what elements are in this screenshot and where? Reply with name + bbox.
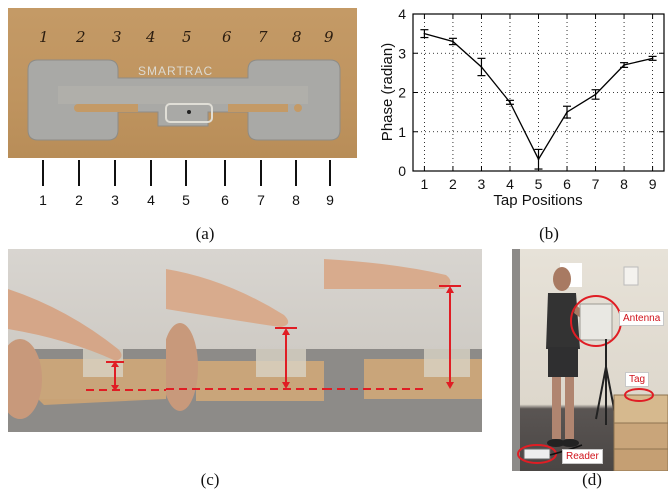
data-point (480, 66, 483, 68)
y-tick-label: 1 (398, 124, 406, 140)
handwritten-number: 6 (222, 28, 232, 46)
x-tick-label: 2 (449, 176, 457, 192)
x-tick-label: 1 (421, 176, 429, 192)
antenna-label: Antenna (619, 311, 665, 326)
x-tick-label: 4 (506, 176, 514, 192)
caption-d: (d) (582, 470, 602, 489)
finger-photo-high (324, 249, 482, 432)
handwritten-number: 1 (39, 28, 49, 46)
setup-photo: Antenna Tag Reader (512, 249, 668, 471)
finger-photo-low (8, 249, 166, 432)
smartrac-logo: SMARTRAC (138, 64, 214, 78)
data-point (623, 64, 625, 66)
reader-label: Reader (562, 449, 603, 464)
data-point (509, 101, 511, 104)
tap-position-label: 2 (75, 192, 83, 208)
finger-scene (324, 259, 482, 432)
handwritten-number: 9 (324, 28, 334, 46)
tap-position-label: 6 (221, 192, 229, 208)
caption-b: (b) (539, 224, 559, 243)
tap-position-tick (114, 160, 116, 186)
caption-a: (a) (195, 224, 215, 243)
tap-position-tick (42, 160, 44, 186)
finger-scene (166, 269, 324, 432)
chart-series (420, 29, 657, 170)
handwritten-number: 2 (76, 28, 86, 46)
data-point (651, 57, 654, 60)
y-tick-label: 2 (398, 85, 406, 101)
handwritten-number: 8 (292, 28, 302, 46)
y-tick-label: 3 (398, 45, 406, 61)
tap-position-label: 4 (147, 192, 155, 208)
handwritten-number: 5 (182, 28, 192, 46)
data-point (566, 111, 568, 113)
tap-position-tick (78, 160, 80, 186)
x-tick-label: 7 (592, 176, 600, 192)
y-tick-label: 0 (398, 163, 406, 179)
y-tick-label: 4 (398, 6, 406, 22)
x-tick-label: 5 (535, 176, 543, 192)
x-tick-label: 9 (649, 176, 657, 192)
handwritten-number: 7 (258, 28, 268, 46)
rfid-tag-inlay (27, 59, 341, 141)
finger-scene (8, 289, 166, 432)
tap-position-label: 3 (111, 192, 119, 208)
x-tick-label: 3 (478, 176, 486, 192)
data-point (537, 158, 540, 161)
x-tick-label: 8 (620, 176, 628, 192)
tap-position-label: 8 (292, 192, 300, 208)
tap-position-label: 5 (182, 192, 190, 208)
x-axis-label: Tap Positions (493, 192, 582, 209)
finger-photo-mid (166, 249, 324, 432)
chart-grid (413, 14, 664, 171)
tap-position-label: 1 (39, 192, 47, 208)
y-axis-label: Phase (radian) (379, 43, 396, 141)
tag-label: Tag (625, 372, 650, 387)
setup-scene (512, 249, 668, 471)
tag-photo: 1 2 3 4 5 6 7 8 9 SMARTRAC (8, 8, 357, 158)
tap-position-tick (150, 160, 152, 186)
tap-position-label: 7 (257, 192, 265, 208)
tap-position-tick (224, 160, 226, 186)
data-point (423, 32, 426, 35)
tap-position-tick (295, 160, 297, 186)
tap-position-tick (185, 160, 187, 186)
tap-position-label: 9 (326, 192, 334, 208)
x-tick-label: 6 (563, 176, 571, 192)
caption-c: (c) (200, 470, 220, 489)
phase-line (424, 32, 653, 161)
handwritten-number: 4 (146, 28, 156, 46)
tap-position-tick (260, 160, 262, 186)
data-point (452, 40, 454, 43)
data-point (594, 93, 597, 96)
plot-frame (412, 13, 665, 172)
tap-position-tick (329, 160, 331, 186)
handwritten-number: 3 (112, 28, 122, 46)
